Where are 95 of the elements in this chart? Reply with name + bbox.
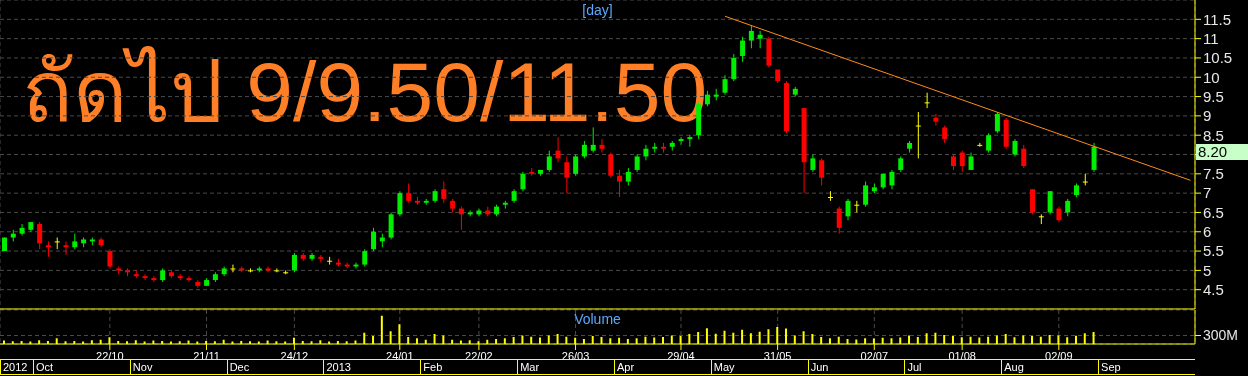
x-tick-label: 01/08 (948, 349, 976, 362)
y-tick-label: 9.5 (1203, 87, 1224, 105)
candlestick (889, 169, 895, 190)
text: Nov (129, 360, 227, 374)
candlestick (573, 154, 579, 177)
text: Sep (1098, 360, 1195, 374)
candlestick (643, 144, 649, 161)
y-tick-label: 9 (1203, 107, 1212, 125)
candlestick (731, 53, 737, 82)
candlestick (265, 266, 271, 273)
candlestick (827, 190, 833, 202)
candlestick (397, 190, 403, 217)
candlestick (546, 150, 552, 173)
y-tick-label: 7.5 (1203, 165, 1224, 183)
candlestick (915, 111, 921, 159)
candlestick (353, 262, 359, 269)
candlestick (687, 134, 693, 148)
candlestick (994, 111, 1000, 134)
chart-title: [day] (581, 2, 614, 18)
candlestick (819, 157, 825, 186)
text: Jun (807, 360, 905, 374)
text: Oct (33, 360, 130, 374)
candlestick (608, 152, 614, 179)
candlestick (748, 24, 754, 49)
candlestick (37, 221, 43, 250)
text: Jul (904, 360, 1002, 374)
text: 2012 (0, 360, 33, 374)
candlestick (151, 275, 157, 283)
candlestick (836, 206, 842, 235)
candlestick (441, 181, 447, 204)
candlestick (142, 273, 148, 281)
text: Aug (1001, 360, 1099, 374)
candlestick (1038, 213, 1044, 225)
y-tick-label: 8.5 (1203, 126, 1224, 144)
x-tick-label: 22/02 (465, 349, 493, 362)
candlestick (230, 264, 236, 273)
candlestick (1047, 190, 1053, 215)
candlestick (388, 211, 394, 240)
y-tick-label: 10.5 (1203, 49, 1233, 67)
candlestick (740, 36, 746, 63)
text: Feb (420, 360, 518, 374)
chart-title: Volume (573, 311, 622, 327)
x-tick-label: 02/09 (1045, 349, 1073, 362)
candlestick (309, 252, 315, 262)
candlestick (520, 171, 526, 192)
candlestick (678, 136, 684, 146)
text: Apr (613, 360, 711, 374)
y-tick-label: 10 (1203, 68, 1220, 86)
text: 8.20 (1196, 142, 1248, 160)
y-tick-label: 11.5 (1203, 10, 1232, 28)
candlestick (959, 150, 965, 173)
y-tick-label: 11 (1203, 29, 1219, 47)
candlestick (924, 92, 930, 109)
candlestick (599, 138, 605, 154)
candlestick (863, 181, 869, 208)
x-tick-label: 22/10 (96, 349, 124, 362)
candlestick (555, 136, 561, 163)
annotation: ถัดไป 9/9.50/11.50 (22, 45, 708, 139)
candlestick (845, 198, 851, 221)
candlestick (274, 267, 280, 273)
y-tick-label: 300M (1203, 327, 1239, 344)
candlestick (107, 248, 113, 269)
candlestick (986, 132, 992, 154)
x-tick-label: 02/07 (860, 349, 889, 362)
candlestick (63, 240, 69, 256)
text: May (710, 360, 808, 374)
text: 2013 (323, 360, 421, 374)
x-tick-label: 26/03 (561, 349, 590, 362)
y-tick-label: 5 (1203, 261, 1212, 279)
candlestick (186, 275, 192, 283)
candlestick (590, 126, 596, 154)
candlestick (1030, 188, 1036, 215)
candlestick (19, 223, 25, 237)
candlestick (291, 252, 297, 273)
x-tick-label: 24/01 (386, 349, 414, 362)
y-tick-label: 5.5 (1203, 242, 1224, 260)
x-tick-label: 24/12 (280, 349, 309, 362)
x-tick-label: 29/04 (667, 349, 695, 362)
candlestick (1021, 144, 1027, 169)
candlestick (722, 74, 728, 96)
x-tick-label: 21/11 (193, 349, 220, 362)
text: Dec (226, 360, 324, 374)
y-tick-label: 4.5 (1203, 281, 1224, 299)
candlestick (371, 227, 377, 252)
candlestick (564, 155, 570, 194)
y-tick-label: 6 (1203, 223, 1212, 241)
text: Mar (517, 360, 614, 374)
x-tick-label: 31/05 (763, 349, 792, 362)
candlestick (406, 182, 412, 204)
y-tick-label: 6.5 (1203, 203, 1224, 221)
y-tick-label: 7 (1203, 184, 1212, 202)
candlestick (933, 113, 939, 127)
candlestick (45, 240, 51, 258)
candlestick (617, 169, 623, 198)
candlestick (1091, 142, 1097, 173)
